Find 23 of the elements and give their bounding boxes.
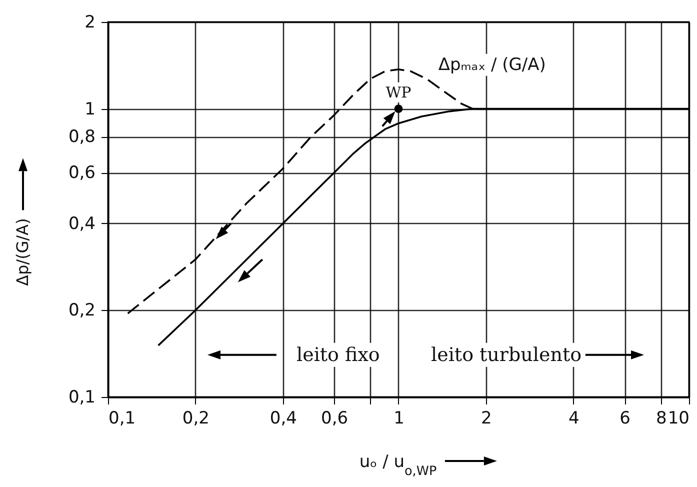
y-tick-label: 2 — [84, 12, 96, 32]
x-tick-label: 6 — [620, 408, 630, 428]
x-tick-label: 8 — [656, 408, 667, 428]
x-tick-label: 0,4 — [270, 408, 297, 428]
x-tick-label: 4 — [568, 408, 580, 428]
x-axis-title: uₒ / u$_{o,WP}$ — [359, 452, 437, 478]
x-tick-label: 0,2 — [182, 408, 210, 428]
y-tick-label: 0,1 — [68, 388, 96, 408]
annotation: WP — [386, 83, 412, 102]
y-tick-label: 0,8 — [68, 127, 96, 148]
annotation: leito fixo — [296, 344, 380, 366]
annotation: Δpₘₐₓ / (G/A) — [438, 54, 546, 75]
x-tick-label: 0,1 — [108, 408, 136, 428]
y-tick-label: 0,6 — [68, 163, 96, 184]
y-axis-title: Δp/(G/A) — [13, 218, 32, 286]
x-tick-label: 0,6 — [321, 408, 348, 428]
y-tick-label: 0,2 — [68, 300, 96, 321]
x-tick-label: 10 — [668, 408, 690, 428]
x-tick-label: 2 — [481, 408, 492, 428]
annotation: leito turbulento — [431, 344, 582, 366]
y-tick-label: 1 — [84, 99, 96, 120]
y-tick-label: 0,4 — [68, 214, 96, 234]
x-tick-label: 1 — [394, 408, 404, 428]
